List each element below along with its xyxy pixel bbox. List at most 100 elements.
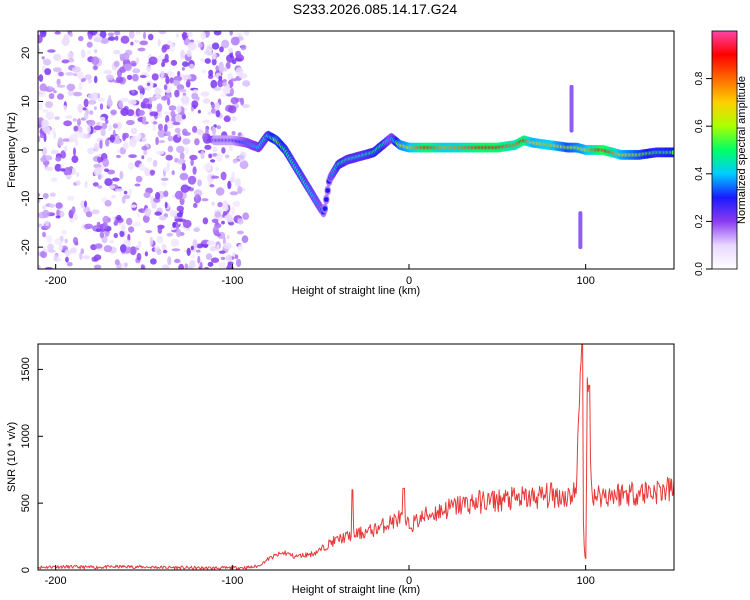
- spectrogram-noise-cell: [193, 227, 200, 232]
- spectrogram-noise-cell: [201, 198, 209, 202]
- spectrogram-noise-cell: [69, 133, 78, 143]
- spectrogram-noise-cell: [215, 167, 220, 172]
- spectrogram-noise-cell: [185, 227, 190, 232]
- spectrogram-noise-cell: [53, 53, 62, 61]
- spectrogram-noise-cell: [55, 215, 61, 219]
- page-title: S233.2026.085.14.17.G24: [292, 1, 458, 17]
- spectrogram-noise-cell: [143, 98, 150, 104]
- spectrogram-noise-cell: [105, 138, 110, 147]
- spectrogram-noise-cell: [210, 159, 216, 163]
- spectrogram-noise-cell: [84, 74, 92, 80]
- spectrogram-xlabel: Height of straight line (km): [292, 285, 420, 297]
- spectrogram-noise-cell: [227, 180, 232, 190]
- spectrogram-noise-cell: [71, 206, 76, 214]
- spectrogram-noise-cell: [189, 260, 196, 268]
- spectrogram-noise-cell: [230, 36, 240, 46]
- spectrogram-noise-cell: [204, 58, 211, 64]
- spectrogram-noise-cell: [156, 248, 162, 255]
- spectrogram-noise-cell: [99, 231, 105, 239]
- spectrogram-noise-cell: [158, 140, 166, 144]
- spectrogram-noise-cell: [179, 152, 185, 161]
- spectrogram-noise-cell: [213, 31, 222, 36]
- spectrogram-noise-cell: [133, 39, 140, 43]
- spectrogram-noise-cell: [71, 167, 77, 175]
- spectrogram-noise-cell: [132, 73, 139, 82]
- snr-ytick-label: 1500: [20, 357, 32, 381]
- spectrogram-noise-cell: [102, 215, 110, 224]
- spectrogram-noise-cell: [211, 58, 217, 66]
- spectrogram-noise-cell: [144, 208, 152, 217]
- spectrogram-noise-cell: [154, 95, 161, 99]
- spectrogram-noise-cell: [64, 249, 72, 257]
- spectrogram-noise-cell: [73, 91, 83, 97]
- spectrogram-noise-cell: [107, 32, 115, 37]
- spectrogram-noise-cell: [60, 150, 66, 159]
- spectrogram-noise-cell: [216, 244, 220, 252]
- spectrogram-noise-cell: [182, 128, 188, 136]
- spectrogram-noise-cell: [174, 89, 180, 98]
- spectrogram-noise-cell: [158, 31, 167, 35]
- spectrogram-noise-cell: [132, 68, 141, 74]
- spectrogram-noise-cell: [53, 67, 62, 73]
- spectrogram-noise-cell: [197, 179, 202, 187]
- spectrogram-noise-cell: [64, 238, 68, 244]
- spectrogram-noise-cell: [237, 230, 244, 235]
- spectrogram-noise-cell: [149, 169, 156, 176]
- spectrogram-xtick-label: -200: [45, 275, 67, 287]
- spectrogram-noise-cell: [38, 193, 41, 197]
- spectrogram-noise-cell: [43, 133, 47, 143]
- spectrogram-noise-cell: [72, 237, 79, 245]
- spectrogram-noise-cell: [161, 61, 166, 67]
- spectrogram-noise-cell: [182, 219, 192, 229]
- spectrogram-noise-cell: [53, 90, 57, 94]
- spectrogram-noise-cell: [187, 41, 197, 51]
- spectrogram-noise-cell: [71, 155, 79, 163]
- spectrogram-noise-cell: [210, 257, 220, 264]
- snr-ytick-label: 0: [20, 567, 32, 573]
- spectrogram-noise-cell: [226, 83, 230, 90]
- spectrogram-noise-cell: [93, 264, 102, 269]
- spectrogram-noise-cell: [55, 202, 63, 209]
- spectrogram-noise-cell: [87, 125, 91, 133]
- spectrogram-noise-cell: [84, 180, 88, 189]
- spectrogram-noise-cell: [38, 223, 43, 228]
- spectrogram-noise-cell: [189, 63, 195, 70]
- spectrogram-noise-cell: [218, 75, 223, 81]
- spectrogram-noise-cell: [42, 193, 49, 199]
- spectrogram-noise-cell: [49, 87, 55, 91]
- spectrogram-noise-cell: [38, 34, 43, 44]
- spectrogram-noise-cell: [174, 127, 181, 134]
- spectrogram-noise-cell: [131, 90, 135, 94]
- snr-ylabel: SNR (10 * v/v): [6, 422, 18, 492]
- colorbar-tick-label: 0.6: [694, 119, 705, 133]
- spectrogram-noise-cell: [192, 89, 199, 94]
- spectrogram-noise-cell: [38, 135, 41, 143]
- spectrogram-noise-cell: [59, 210, 65, 218]
- spectrogram-noise-cell: [46, 235, 53, 244]
- spectrogram-noise-cell: [78, 35, 84, 42]
- spectrogram-noise-cell: [204, 266, 210, 269]
- spectrogram-noise-cell: [185, 146, 189, 155]
- spectrogram-noise-cell: [231, 206, 235, 216]
- spectrogram-noise-cell: [240, 44, 247, 51]
- spectrogram-noise-cell: [97, 97, 106, 102]
- spectrogram-ridge-core: [325, 188, 331, 193]
- spectrogram-noise-cell: [92, 182, 99, 187]
- spectrogram-noise-cell: [103, 245, 113, 253]
- spectrogram-noise-cell: [129, 246, 137, 256]
- spectrogram-noise-cell: [88, 99, 97, 105]
- spectrogram-noise-cell: [156, 235, 164, 244]
- spectrogram-noise-cell: [40, 250, 48, 259]
- spectrogram-noise-cell: [115, 35, 119, 41]
- spectrogram-noise-cell: [215, 65, 219, 72]
- spectrogram-noise-cell: [96, 122, 100, 126]
- spectrogram-noise-cell: [50, 177, 58, 183]
- spectrogram-noise-cell: [226, 216, 234, 223]
- spectrogram-noise-cell: [105, 74, 114, 81]
- spectrogram-noise-cell: [158, 215, 167, 221]
- spectrogram-noise-cell: [197, 109, 201, 114]
- colorbar: 0.0 0.2 0.4 0.6 0.8 Normalized spectral ampl…: [694, 30, 748, 276]
- spectrogram-noise-cell: [174, 157, 179, 163]
- snr-ytick-label: 500: [20, 494, 32, 512]
- spectrogram-noise-cell: [175, 190, 183, 200]
